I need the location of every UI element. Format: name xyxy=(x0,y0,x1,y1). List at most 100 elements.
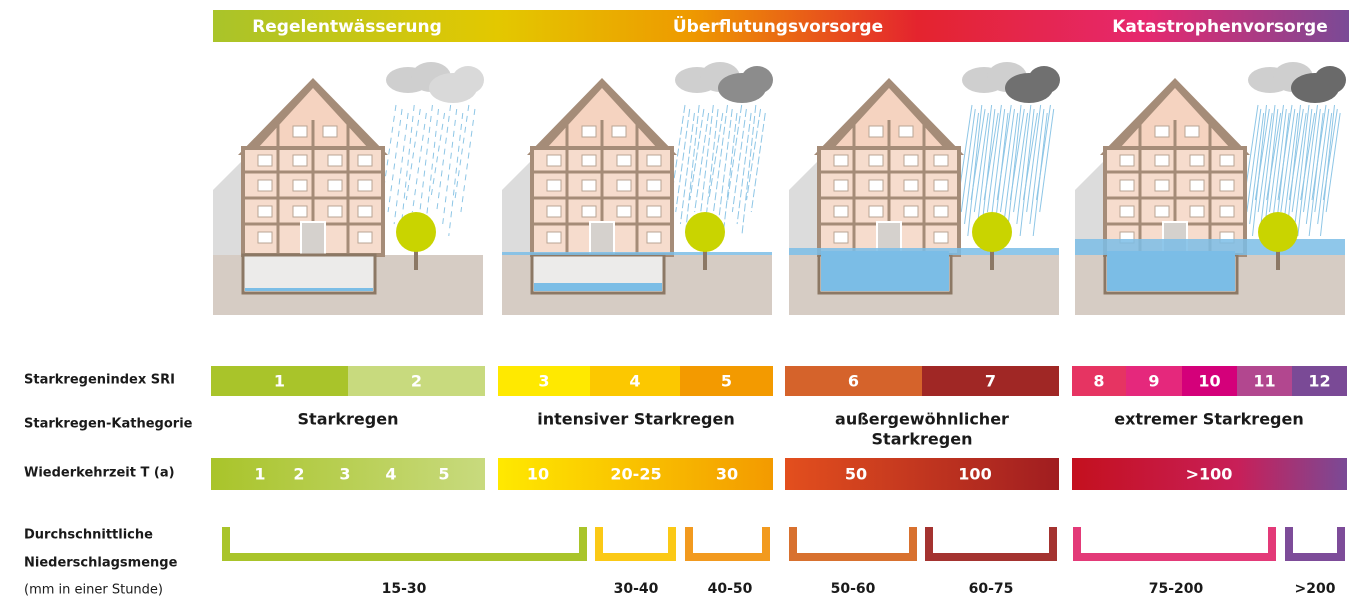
amount-label: 40-50 xyxy=(708,581,753,597)
window xyxy=(834,206,848,217)
rain xyxy=(1247,109,1261,212)
amount-label: >200 xyxy=(1295,581,1336,597)
window xyxy=(547,206,561,217)
illustration xyxy=(213,62,484,315)
amount-bracket xyxy=(1077,527,1272,557)
rain xyxy=(418,105,432,224)
rain xyxy=(388,109,402,212)
row-label: Starkregenindex SRI xyxy=(24,373,175,388)
rain xyxy=(461,109,475,212)
amount-label: 75-200 xyxy=(1149,581,1204,597)
window xyxy=(1190,206,1204,217)
return-period-label: 100 xyxy=(958,465,991,484)
rain xyxy=(1261,105,1275,224)
return-period-label: 20-25 xyxy=(610,465,661,484)
window xyxy=(834,180,848,191)
cellar-water xyxy=(1107,251,1235,291)
return-period-label: 30 xyxy=(716,465,738,484)
sri-label: 8 xyxy=(1093,372,1104,391)
window xyxy=(934,180,948,191)
window xyxy=(904,206,918,217)
return-period-label: 3 xyxy=(339,465,350,484)
window xyxy=(328,155,342,166)
amount-bracket xyxy=(689,527,766,557)
window xyxy=(612,126,626,137)
sri-label: 12 xyxy=(1308,372,1330,391)
category-label: extremer Starkregen xyxy=(1114,410,1303,429)
sri-label: 10 xyxy=(1198,372,1220,391)
amount-label: 30-40 xyxy=(614,581,659,597)
door xyxy=(301,222,325,255)
side-wall xyxy=(502,160,532,255)
rain xyxy=(431,113,445,200)
window xyxy=(293,206,307,217)
rain xyxy=(449,113,463,236)
sri-label: 7 xyxy=(985,372,996,391)
rain xyxy=(732,109,746,212)
rain xyxy=(728,105,742,200)
window xyxy=(1190,180,1204,191)
window xyxy=(1220,206,1234,217)
amount-label: 15-30 xyxy=(382,581,427,597)
window xyxy=(869,155,883,166)
category-label: Starkregen xyxy=(298,410,399,429)
window xyxy=(617,206,631,217)
window xyxy=(1155,126,1169,137)
window xyxy=(293,155,307,166)
return-period-label: 5 xyxy=(438,465,449,484)
window xyxy=(1155,206,1169,217)
window xyxy=(258,232,272,243)
cellar-water xyxy=(245,288,373,291)
rain xyxy=(1306,109,1320,224)
rain xyxy=(1007,105,1021,236)
window xyxy=(547,232,561,243)
tree-crown xyxy=(396,212,436,252)
window xyxy=(1120,206,1134,217)
window xyxy=(869,180,883,191)
window xyxy=(582,206,596,217)
window xyxy=(358,206,372,217)
window xyxy=(547,180,561,191)
rain xyxy=(965,113,979,224)
window xyxy=(904,180,918,191)
window xyxy=(934,155,948,166)
window xyxy=(647,180,661,191)
cloud xyxy=(452,66,484,94)
window xyxy=(1155,155,1169,166)
cloud xyxy=(741,66,773,94)
amount-bracket xyxy=(793,527,913,557)
window xyxy=(1120,155,1134,166)
banner-label: Überflutungsvorsorge xyxy=(673,15,883,37)
rain xyxy=(1272,109,1286,224)
rain xyxy=(1318,113,1332,224)
window xyxy=(258,155,272,166)
window xyxy=(904,155,918,166)
amount-bracket xyxy=(226,527,583,557)
basement xyxy=(243,255,375,293)
tree-crown xyxy=(972,212,1012,252)
return-period-label: 1 xyxy=(254,465,265,484)
window xyxy=(328,206,342,217)
rain xyxy=(737,113,751,224)
window xyxy=(547,155,561,166)
window xyxy=(647,206,661,217)
rain xyxy=(443,109,457,224)
rain xyxy=(680,113,694,224)
rain xyxy=(1295,105,1309,224)
sri-label: 5 xyxy=(721,372,732,391)
amount-label: 60-75 xyxy=(969,581,1014,597)
amount-bracket xyxy=(929,527,1053,557)
window xyxy=(1220,155,1234,166)
banner-label: Katastrophenvorsorge xyxy=(1112,17,1327,37)
sri-label: 3 xyxy=(538,372,549,391)
side-wall xyxy=(789,160,819,255)
window xyxy=(258,206,272,217)
cloud xyxy=(1028,66,1060,94)
return-period-label: >100 xyxy=(1186,465,1233,484)
window xyxy=(1190,155,1204,166)
window xyxy=(869,126,883,137)
tree-crown xyxy=(685,212,725,252)
illustration xyxy=(1075,62,1346,315)
illustration xyxy=(502,62,773,315)
banner-label: Regelentwässerung xyxy=(252,17,442,37)
